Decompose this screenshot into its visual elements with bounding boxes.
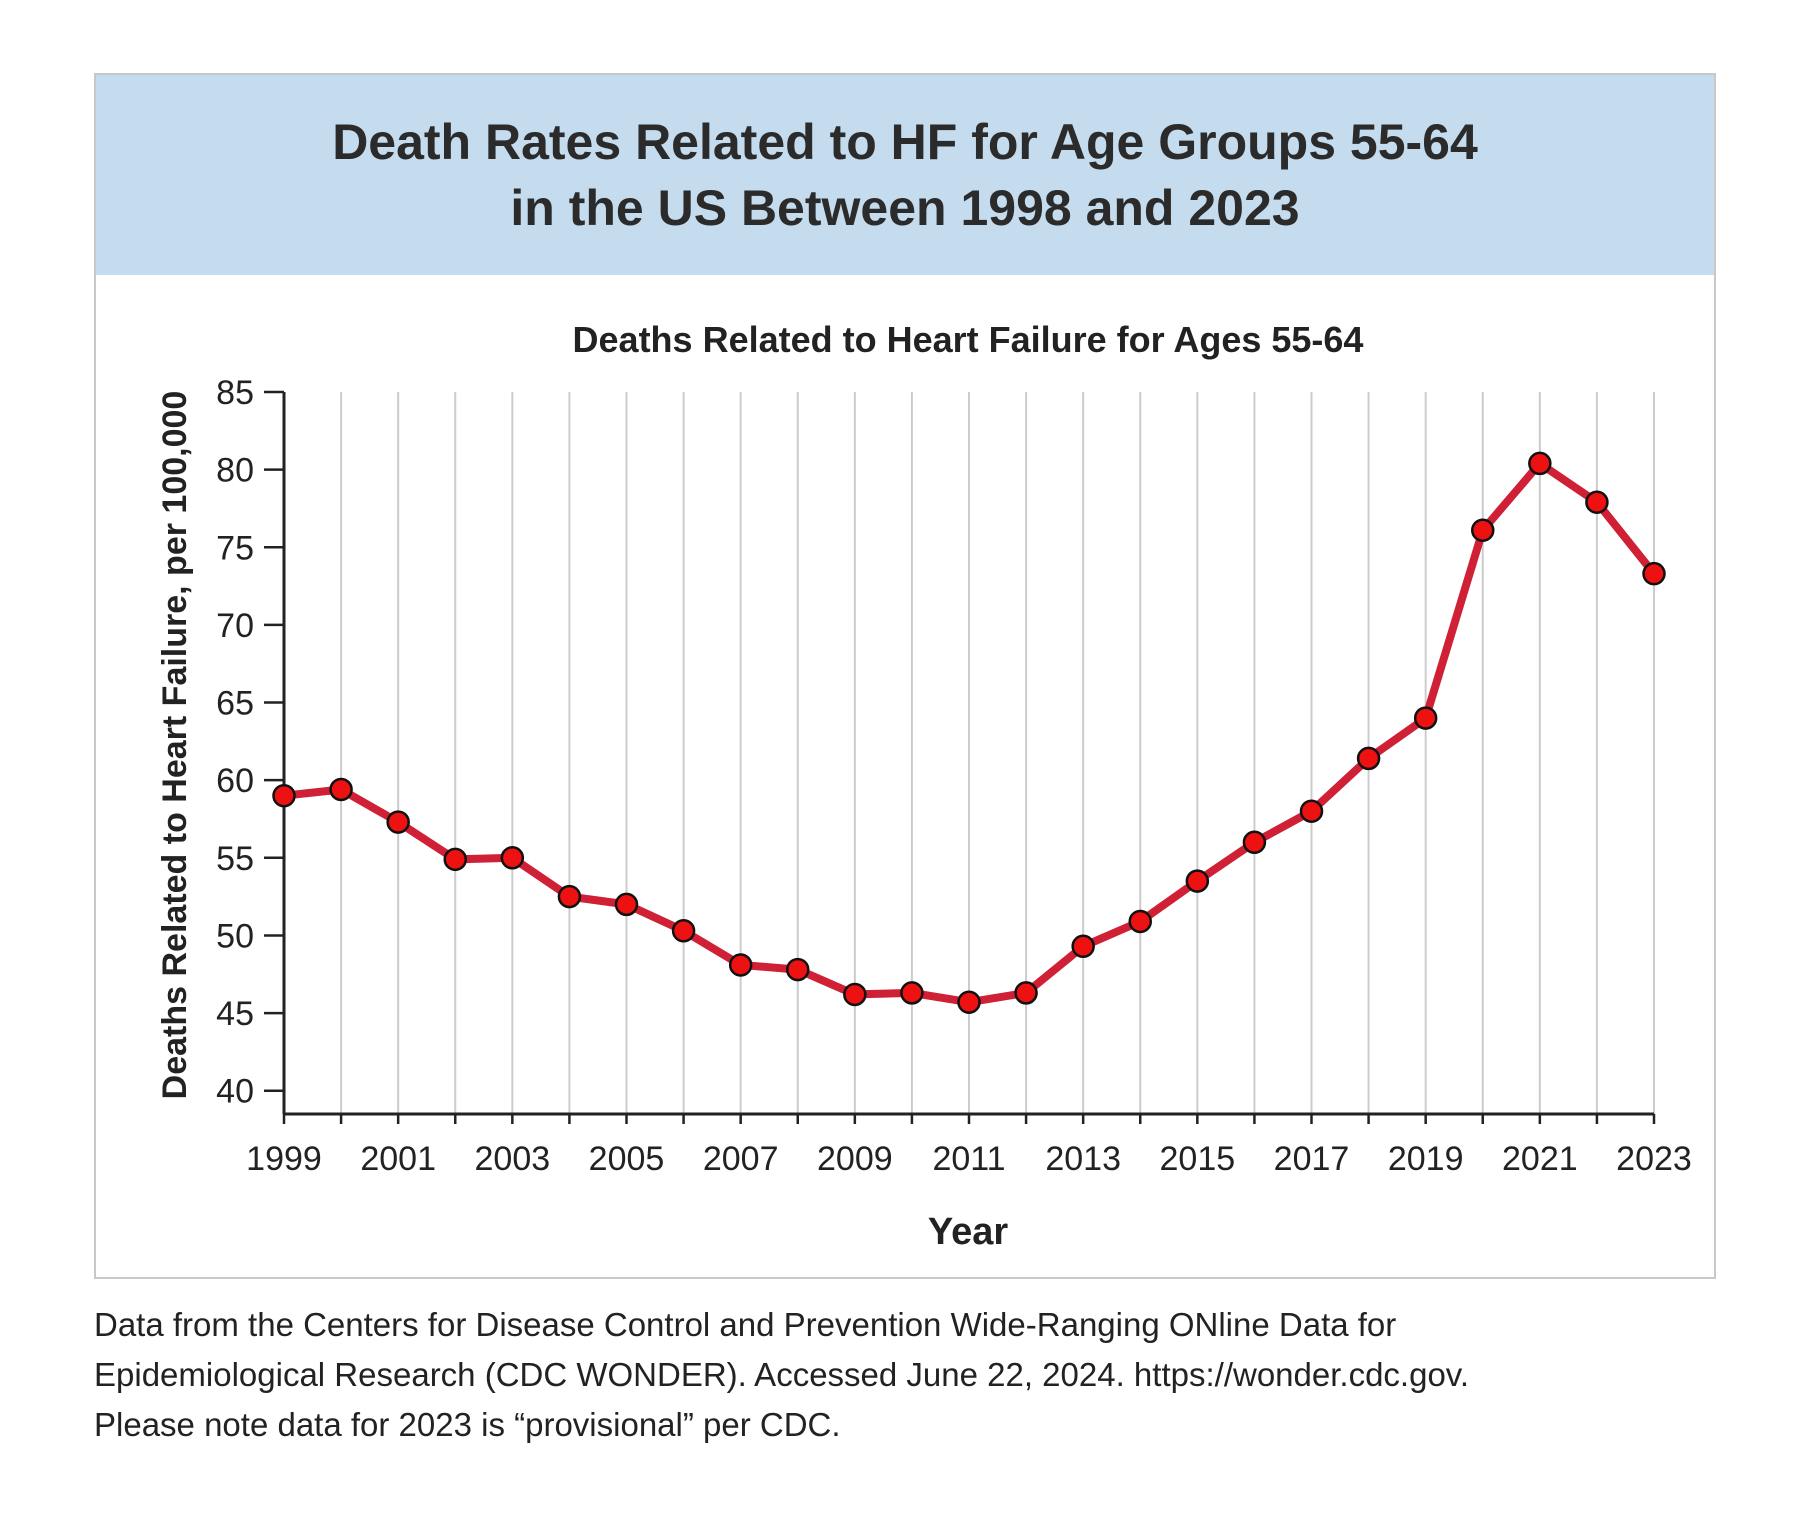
data-point-2016: [1242, 830, 1267, 855]
y-tick-label-80: 80: [216, 452, 254, 490]
x-tick-label-2015: 2015: [1160, 1140, 1236, 1178]
tick-labels: 40 45 50 55 60 65 70 75 80 85 1999 2001 2003 2005 2007…: [216, 374, 1692, 1178]
x-tick-label-2023: 2023: [1616, 1140, 1692, 1178]
data-point-2007: [728, 953, 753, 977]
data-point-2021: [1528, 451, 1552, 476]
y-tick-label-75: 75: [216, 529, 254, 567]
x-tick-label-2017: 2017: [1274, 1140, 1350, 1178]
data-point-2017: [1299, 799, 1324, 823]
data-point-2012: [1014, 981, 1038, 1005]
x-tick-label-2011: 2011: [932, 1140, 1005, 1178]
x-tick-label-2019: 2019: [1388, 1140, 1464, 1178]
data-point-2020: [1471, 518, 1495, 542]
y-tick-label-50: 50: [216, 917, 254, 955]
data-point-2002: [443, 847, 467, 872]
y-tick-label-60: 60: [216, 762, 254, 800]
y-tick-label-40: 40: [216, 1073, 254, 1111]
data-point-2013: [1071, 934, 1095, 959]
chart-title: Deaths Related to Heart Failure for Ages…: [573, 319, 1364, 360]
x-tick-label-2001: 2001: [360, 1140, 436, 1178]
data-point-2006: [671, 919, 696, 943]
data-point-1999: [272, 783, 296, 808]
figure-frame: Death Rates Related to HF for Age Groups…: [94, 73, 1716, 1279]
x-tick-label-2003: 2003: [475, 1140, 551, 1178]
y-axis-label: Deaths Related to Heart Failure, per 100…: [156, 391, 194, 1100]
data-point-2009: [843, 982, 867, 1007]
x-tick-label-2009: 2009: [817, 1140, 893, 1178]
data-point-2011: [957, 990, 981, 1014]
data-point-2008: [786, 957, 810, 982]
y-tick-label-70: 70: [216, 607, 254, 645]
y-tick-label-55: 55: [216, 840, 254, 878]
x-axis-label: Year: [928, 1211, 1009, 1253]
source-note: Data from the Centers for Disease Contro…: [94, 1306, 1470, 1443]
x-tick-label-2013: 2013: [1045, 1140, 1121, 1178]
figure-title: Death Rates Related to HF for Age Groups…: [332, 114, 1478, 236]
data-point-2004: [557, 884, 582, 909]
data-point-2014: [1128, 909, 1152, 934]
grid-lines: [340, 392, 1655, 1114]
x-tick-label-2005: 2005: [589, 1140, 665, 1178]
data-point-2001: [386, 810, 410, 834]
y-tick-label-65: 65: [216, 685, 254, 723]
data-point-2018: [1356, 746, 1381, 771]
data-point-2005: [614, 892, 639, 917]
x-tick-label-2007: 2007: [703, 1140, 779, 1178]
line-chart: Deaths Related to Heart Failure for Ages…: [156, 319, 1692, 1253]
data-point-2022: [1585, 490, 1609, 514]
data-point-2019: [1413, 706, 1438, 730]
data-point-2015: [1185, 869, 1210, 893]
data-point-2010: [900, 981, 924, 1005]
data-series: [272, 451, 1666, 1014]
y-tick-label-45: 45: [216, 995, 254, 1033]
x-tick-label-1999: 1999: [246, 1140, 322, 1178]
header-band: Death Rates Related to HF for Age Groups…: [96, 75, 1714, 275]
data-point-2023: [1642, 561, 1666, 586]
x-tick-label-2021: 2021: [1502, 1140, 1578, 1178]
y-tick-label-85: 85: [216, 374, 254, 412]
axes: [264, 390, 1656, 1124]
data-point-2003: [500, 846, 525, 870]
data-point-2000: [329, 777, 353, 802]
